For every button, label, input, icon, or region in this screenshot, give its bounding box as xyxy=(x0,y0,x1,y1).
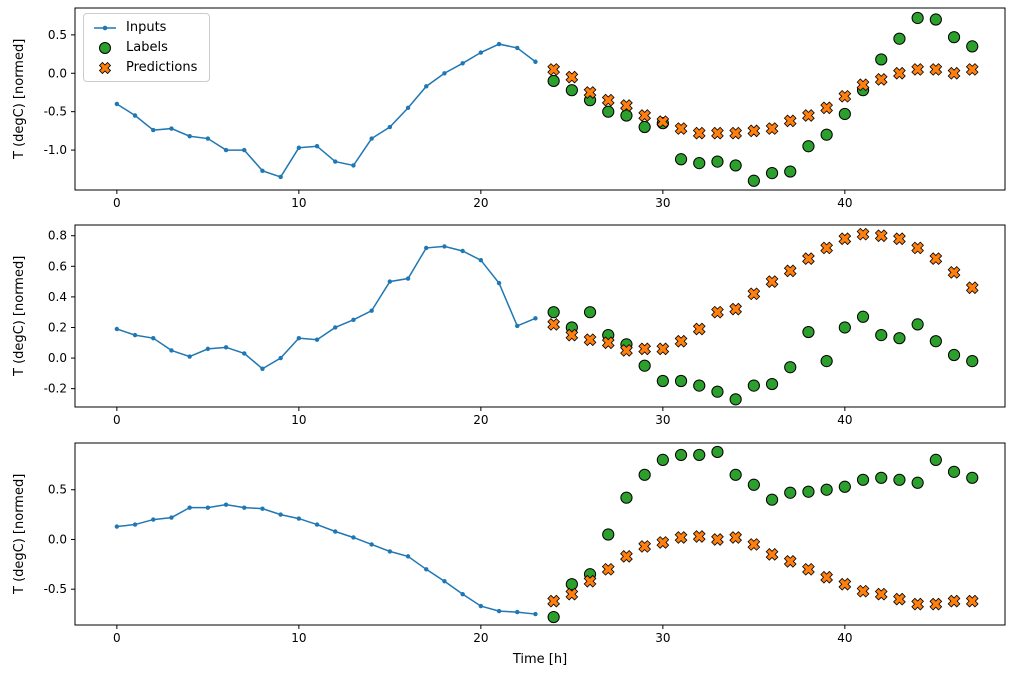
svg-text:0.0: 0.0 xyxy=(48,351,67,365)
legend-item-predictions: Predictions xyxy=(92,60,197,75)
svg-text:0.6: 0.6 xyxy=(48,259,67,273)
svg-text:10: 10 xyxy=(291,413,306,427)
series-inputs xyxy=(114,502,538,617)
subplot-1: 0 10 20 30 40 0.5 0.0 -0.5 -1.0 xyxy=(44,7,1006,210)
series-labels xyxy=(547,445,979,624)
svg-text:30: 30 xyxy=(655,413,670,427)
svg-text:0.0: 0.0 xyxy=(48,532,67,546)
svg-text:0.8: 0.8 xyxy=(48,229,67,243)
subplot-2: 0 10 20 30 40 0.8 0.6 0.4 0.2 0.0 -0.2 xyxy=(44,224,1006,427)
subplot-1-y-axis-label: T (degC) [normed] xyxy=(12,38,27,160)
svg-text:40: 40 xyxy=(837,196,852,210)
svg-text:20: 20 xyxy=(473,196,488,210)
legend-item-inputs: Inputs xyxy=(92,20,197,35)
svg-text:0: 0 xyxy=(113,413,121,427)
axes-frame xyxy=(74,7,1006,191)
series-inputs xyxy=(114,244,538,371)
svg-text:0.4: 0.4 xyxy=(48,290,67,304)
predictions-x-icon xyxy=(98,61,112,74)
axis-ticks: 0 10 20 30 40 0.5 0.0 -0.5 xyxy=(44,483,853,645)
legend-label-inputs: Inputs xyxy=(126,20,167,35)
svg-text:20: 20 xyxy=(473,413,488,427)
svg-text:-0.5: -0.5 xyxy=(44,105,67,119)
svg-text:-0.5: -0.5 xyxy=(44,582,67,596)
axis-ticks: 0 10 20 30 40 0.5 0.0 -0.5 -1.0 xyxy=(44,28,853,210)
series-predictions xyxy=(547,227,979,357)
legend-label-predictions: Predictions xyxy=(126,60,198,75)
axes-frame xyxy=(74,442,1006,626)
legend-label-labels: Labels xyxy=(126,40,168,55)
subplot-2-y-axis-label: T (degC) [normed] xyxy=(12,255,27,377)
svg-text:0.5: 0.5 xyxy=(48,483,67,497)
legend: Inputs Labels Predictions xyxy=(83,13,211,82)
svg-text:0.2: 0.2 xyxy=(48,320,67,334)
svg-text:20: 20 xyxy=(473,631,488,645)
labels-circle-icon xyxy=(99,41,111,54)
axis-ticks: 0 10 20 30 40 0.8 0.6 0.4 0.2 0.0 -0.2 xyxy=(44,229,853,427)
svg-text:-0.2: -0.2 xyxy=(44,382,67,396)
svg-text:40: 40 xyxy=(837,413,852,427)
svg-text:10: 10 xyxy=(291,631,306,645)
svg-text:0.0: 0.0 xyxy=(48,66,67,80)
x-axis-label: Time [h] xyxy=(512,652,568,667)
series-predictions xyxy=(547,63,979,140)
svg-text:10: 10 xyxy=(291,196,306,210)
svg-text:30: 30 xyxy=(655,196,670,210)
series-inputs xyxy=(114,41,538,180)
legend-item-labels: Labels xyxy=(92,40,197,55)
svg-text:40: 40 xyxy=(837,631,852,645)
inputs-line-icon xyxy=(94,25,116,30)
subplot-3: 0 10 20 30 40 0.5 0.0 -0.5 xyxy=(44,442,1006,645)
svg-text:0.5: 0.5 xyxy=(48,28,67,42)
series-labels xyxy=(547,306,979,406)
series-predictions xyxy=(547,530,979,611)
svg-text:0: 0 xyxy=(113,631,121,645)
svg-text:0: 0 xyxy=(113,196,121,210)
svg-text:30: 30 xyxy=(655,631,670,645)
svg-text:-1.0: -1.0 xyxy=(44,143,67,157)
axes-frame xyxy=(74,224,1006,408)
subplot-3-y-axis-label: T (degC) [normed] xyxy=(12,473,27,595)
